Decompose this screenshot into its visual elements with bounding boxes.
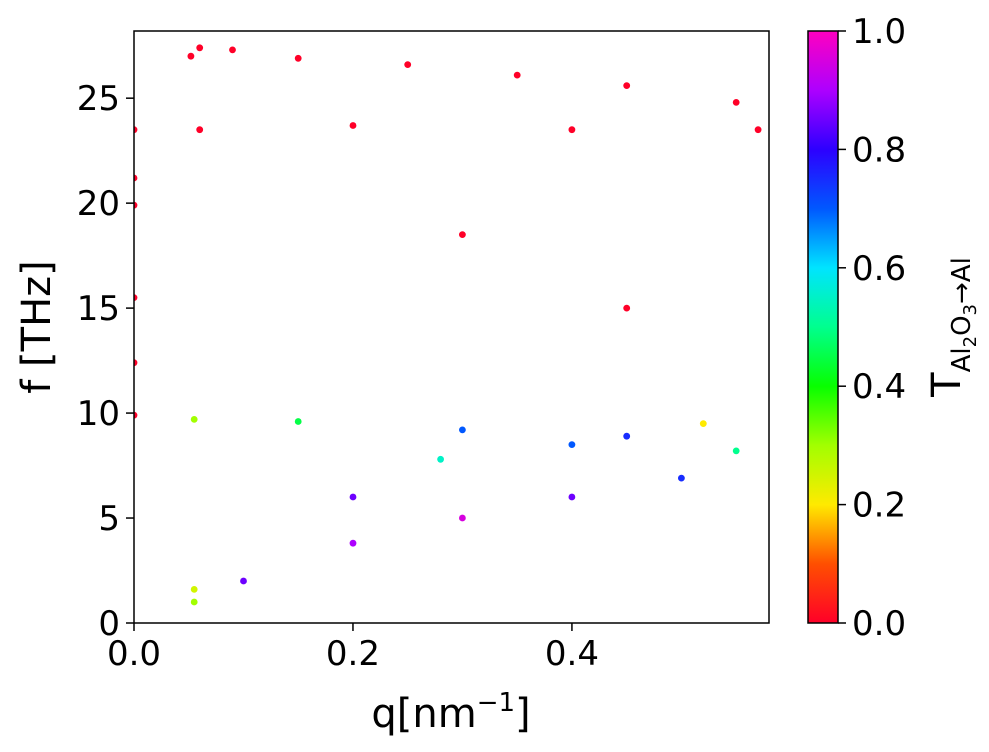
colorbar-tick-label: 0.8 bbox=[852, 130, 906, 170]
x-axis-ticks: 0.0 0.2 0.4 bbox=[107, 623, 599, 674]
data-point bbox=[196, 126, 204, 134]
y-axis-label: f [THz] bbox=[14, 260, 60, 394]
data-point bbox=[349, 539, 357, 547]
colorbar-tick-label: 0.4 bbox=[852, 367, 906, 407]
data-point bbox=[459, 231, 466, 239]
data-point bbox=[196, 44, 204, 52]
y-tick-label: 5 bbox=[98, 499, 120, 539]
data-point bbox=[349, 493, 357, 501]
data-point bbox=[568, 441, 576, 448]
plot-frame bbox=[133, 30, 770, 624]
colorbar-tick-label: 0.2 bbox=[852, 486, 906, 526]
data-point bbox=[513, 71, 521, 79]
data-point bbox=[732, 447, 740, 455]
y-tick-label: 0 bbox=[98, 604, 120, 644]
data-point bbox=[754, 126, 762, 134]
data-point bbox=[437, 455, 444, 463]
y-tick-label: 15 bbox=[77, 289, 120, 329]
y-tick-label: 20 bbox=[77, 184, 120, 224]
data-point bbox=[229, 46, 236, 54]
y-axis-ticks: 0 5 10 15 20 25 bbox=[77, 79, 134, 644]
data-point bbox=[134, 411, 138, 419]
colorbar-label: TAl2O3→Al bbox=[924, 257, 981, 398]
data-point bbox=[294, 54, 302, 62]
data-point bbox=[678, 474, 685, 482]
data-point bbox=[134, 201, 138, 209]
data-point bbox=[134, 174, 138, 182]
data-point bbox=[134, 126, 138, 134]
data-point bbox=[404, 61, 412, 68]
data-point bbox=[699, 420, 707, 427]
data-point bbox=[134, 294, 138, 301]
x-axis-label: q[nm−1] bbox=[371, 688, 530, 737]
y-tick-label: 25 bbox=[77, 79, 120, 119]
x-axis-label-superscript: −1 bbox=[477, 688, 515, 718]
y-tick-label: 10 bbox=[77, 394, 120, 434]
data-point bbox=[294, 418, 302, 425]
data-point bbox=[190, 416, 198, 423]
colorbar-tick-label: 1.0 bbox=[852, 12, 906, 52]
data-point bbox=[190, 598, 198, 606]
data-point bbox=[623, 432, 631, 440]
data-point bbox=[623, 304, 631, 312]
x-tick-label: 0.4 bbox=[545, 634, 599, 674]
scatter-points bbox=[134, 44, 762, 606]
x-tick-label: 0.2 bbox=[326, 634, 380, 674]
plot-area bbox=[134, 31, 769, 623]
data-point bbox=[459, 426, 466, 434]
colorbar bbox=[807, 30, 839, 624]
data-point bbox=[240, 577, 247, 585]
data-point bbox=[134, 359, 138, 367]
colorbar-tick-label: 0.6 bbox=[852, 249, 906, 289]
data-point bbox=[568, 493, 576, 501]
colorbar-tick-label: 0.0 bbox=[852, 604, 906, 644]
colorbar-ticks: 0.0 0.2 0.4 0.6 0.8 1.0 bbox=[838, 12, 906, 644]
data-point bbox=[187, 52, 195, 60]
data-point bbox=[568, 126, 576, 134]
data-point bbox=[459, 514, 466, 522]
data-point bbox=[349, 122, 357, 129]
data-point bbox=[732, 99, 740, 106]
x-tick-label: 0.0 bbox=[107, 634, 161, 674]
data-point bbox=[623, 82, 631, 89]
data-point bbox=[190, 586, 198, 593]
